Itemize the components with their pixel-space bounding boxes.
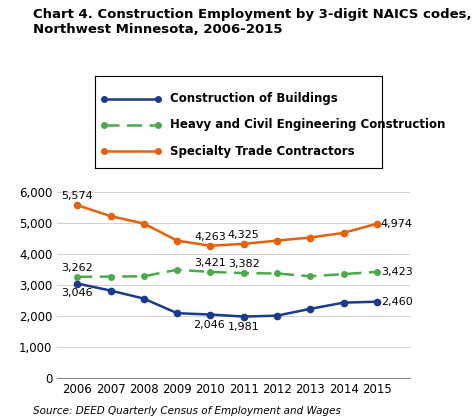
Construction of Buildings	[307, 306, 313, 311]
Text: Chart 4. Construction Employment by 3-digit NAICS codes,
Northwest Minnesota, 20: Chart 4. Construction Employment by 3-di…	[33, 8, 471, 37]
Line: Specialty Trade Contractors: Specialty Trade Contractors	[74, 202, 379, 249]
Text: 3,423: 3,423	[380, 267, 412, 277]
Heavy and Civil Engineering Construction	[108, 274, 113, 279]
Text: 1,981: 1,981	[228, 322, 259, 331]
Construction of Buildings	[141, 296, 147, 301]
Text: 2,460: 2,460	[380, 297, 412, 307]
Text: 4,263: 4,263	[194, 232, 226, 242]
Text: 3,046: 3,046	[61, 289, 93, 299]
Heavy and Civil Engineering Construction	[141, 274, 147, 279]
Construction of Buildings	[340, 300, 346, 305]
Specialty Trade Contractors	[108, 214, 113, 219]
Heavy and Civil Engineering Construction	[74, 274, 80, 279]
Specialty Trade Contractors	[307, 235, 313, 240]
Heavy and Civil Engineering Construction	[240, 270, 246, 276]
Text: 4,325: 4,325	[228, 230, 259, 240]
Heavy and Civil Engineering Construction	[373, 269, 379, 274]
Text: Source: DEED Quarterly Census of Employment and Wages: Source: DEED Quarterly Census of Employm…	[33, 406, 340, 416]
Specialty Trade Contractors	[74, 202, 80, 207]
Text: Specialty Trade Contractors: Specialty Trade Contractors	[169, 145, 354, 158]
Text: 4,974: 4,974	[380, 219, 412, 229]
Heavy and Civil Engineering Construction	[174, 267, 179, 272]
Construction of Buildings	[240, 314, 246, 319]
Line: Heavy and Civil Engineering Construction: Heavy and Civil Engineering Construction	[74, 267, 379, 280]
Text: 5,574: 5,574	[61, 191, 93, 201]
Construction of Buildings	[207, 312, 213, 317]
Heavy and Civil Engineering Construction	[307, 274, 313, 279]
Construction of Buildings	[74, 281, 80, 286]
Text: Construction of Buildings: Construction of Buildings	[169, 92, 337, 105]
Specialty Trade Contractors	[274, 238, 279, 243]
Text: 3,421: 3,421	[194, 258, 226, 268]
Line: Construction of Buildings: Construction of Buildings	[74, 281, 379, 320]
Specialty Trade Contractors	[141, 221, 147, 226]
Text: 2,046: 2,046	[192, 320, 224, 330]
Specialty Trade Contractors	[240, 241, 246, 247]
Specialty Trade Contractors	[373, 221, 379, 226]
Specialty Trade Contractors	[340, 230, 346, 235]
Construction of Buildings	[373, 299, 379, 304]
Construction of Buildings	[174, 311, 179, 316]
Construction of Buildings	[274, 313, 279, 318]
Specialty Trade Contractors	[174, 238, 179, 243]
Heavy and Civil Engineering Construction	[207, 269, 213, 274]
Heavy and Civil Engineering Construction	[274, 271, 279, 276]
Heavy and Civil Engineering Construction	[340, 272, 346, 277]
Specialty Trade Contractors	[207, 243, 213, 248]
Text: 3,382: 3,382	[228, 259, 259, 269]
Text: 3,262: 3,262	[61, 263, 93, 273]
Construction of Buildings	[108, 288, 113, 293]
Text: Heavy and Civil Engineering Construction: Heavy and Civil Engineering Construction	[169, 118, 444, 131]
